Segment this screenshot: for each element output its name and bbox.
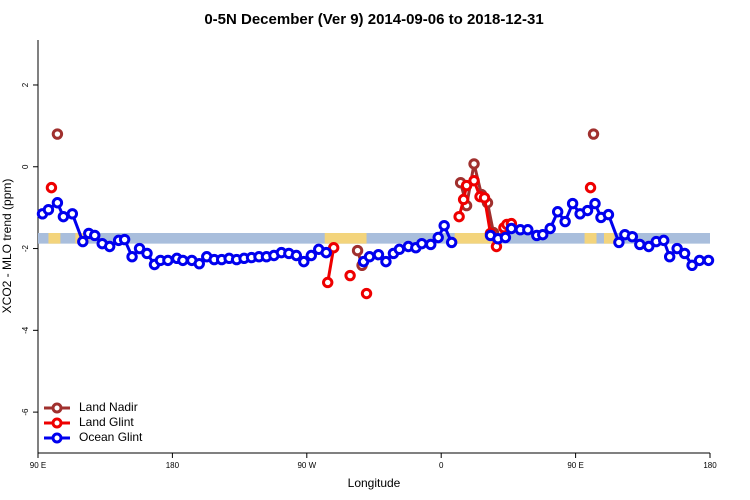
data-point [51, 197, 64, 209]
data-point [45, 181, 58, 194]
y-tick-label: -4 [21, 326, 30, 334]
data-point [322, 276, 334, 289]
data-point [416, 237, 428, 250]
data-point [589, 197, 601, 210]
data-point [89, 229, 101, 242]
data-point [671, 242, 683, 255]
data-point [393, 243, 406, 256]
data-point [66, 208, 79, 220]
y-tick-label: 0 [21, 164, 30, 169]
data-point [360, 287, 373, 300]
x-tick-label: 90 W [297, 461, 316, 470]
data-point [42, 203, 55, 216]
data-point [425, 238, 437, 251]
y-tick-label: 2 [21, 82, 30, 87]
data-point [118, 233, 131, 246]
data-point [453, 210, 465, 223]
data-point [327, 242, 340, 254]
data-point [363, 251, 376, 263]
data-point [126, 251, 138, 263]
data-point [432, 231, 444, 244]
reference-band [38, 233, 710, 244]
data-point [351, 244, 364, 257]
data-point [686, 259, 698, 272]
data-point [678, 247, 691, 260]
data-point [584, 181, 597, 194]
data-point [505, 222, 518, 235]
y-tick-label: -2 [21, 244, 30, 252]
data-point [626, 230, 639, 243]
data-point [499, 231, 512, 244]
data-point [566, 197, 579, 210]
data-point [380, 255, 392, 268]
data-point [438, 219, 450, 232]
y-axis-label: XCO2 - MLO trend (ppm) [0, 179, 14, 314]
data-point [57, 210, 70, 223]
data-point [344, 269, 356, 282]
data-point [613, 236, 625, 249]
legend-label: Land Glint [79, 415, 134, 429]
legend-marker [51, 417, 63, 429]
band-highlight [48, 233, 61, 244]
data-point [298, 255, 310, 268]
data-point [581, 204, 594, 217]
data-point [445, 236, 458, 249]
data-point [693, 254, 706, 267]
legend-marker [51, 402, 63, 414]
data-point [478, 192, 491, 204]
data-point [290, 249, 303, 262]
data-point [193, 257, 205, 270]
data-point [141, 247, 153, 260]
y-tick-label: -6 [21, 408, 30, 416]
data-point [551, 206, 564, 218]
x-axis-label: Longitude [348, 476, 401, 490]
data-point [468, 174, 480, 187]
x-tick-label: 90 E [567, 461, 583, 470]
data-point [372, 248, 385, 261]
data-point [663, 251, 676, 263]
band-highlight [454, 233, 500, 244]
legend-marker [51, 432, 63, 444]
chart-title: 0-5N December (Ver 9) 2014-09-06 to 2018… [204, 11, 543, 28]
data-point [51, 128, 64, 140]
band-highlight [584, 233, 597, 244]
data-point [643, 240, 655, 253]
data-point [133, 242, 146, 255]
data-point [320, 246, 332, 259]
data-point [634, 238, 646, 251]
data-point [537, 228, 549, 241]
x-tick-label: 180 [166, 461, 180, 470]
data-point [305, 249, 317, 262]
data-point [544, 222, 556, 235]
data-point [602, 208, 615, 221]
x-tick-label: 180 [703, 461, 717, 470]
data-point [559, 215, 571, 228]
data-point [587, 128, 600, 140]
x-tick-label: 90 E [30, 461, 46, 470]
legend-label: Land Nadir [79, 400, 138, 414]
data-point [658, 234, 670, 247]
data-point [457, 193, 470, 206]
data-point [460, 179, 473, 192]
legend-label: Ocean Glint [79, 430, 143, 444]
band-highlight [603, 233, 615, 244]
data-point [103, 240, 116, 253]
data-point [522, 224, 534, 236]
band-highlight [324, 233, 367, 244]
data-point [468, 158, 480, 170]
x-tick-label: 0 [439, 461, 444, 470]
data-point [177, 254, 189, 267]
data-point [162, 254, 174, 267]
data-point [77, 235, 89, 248]
data-point [702, 254, 715, 267]
